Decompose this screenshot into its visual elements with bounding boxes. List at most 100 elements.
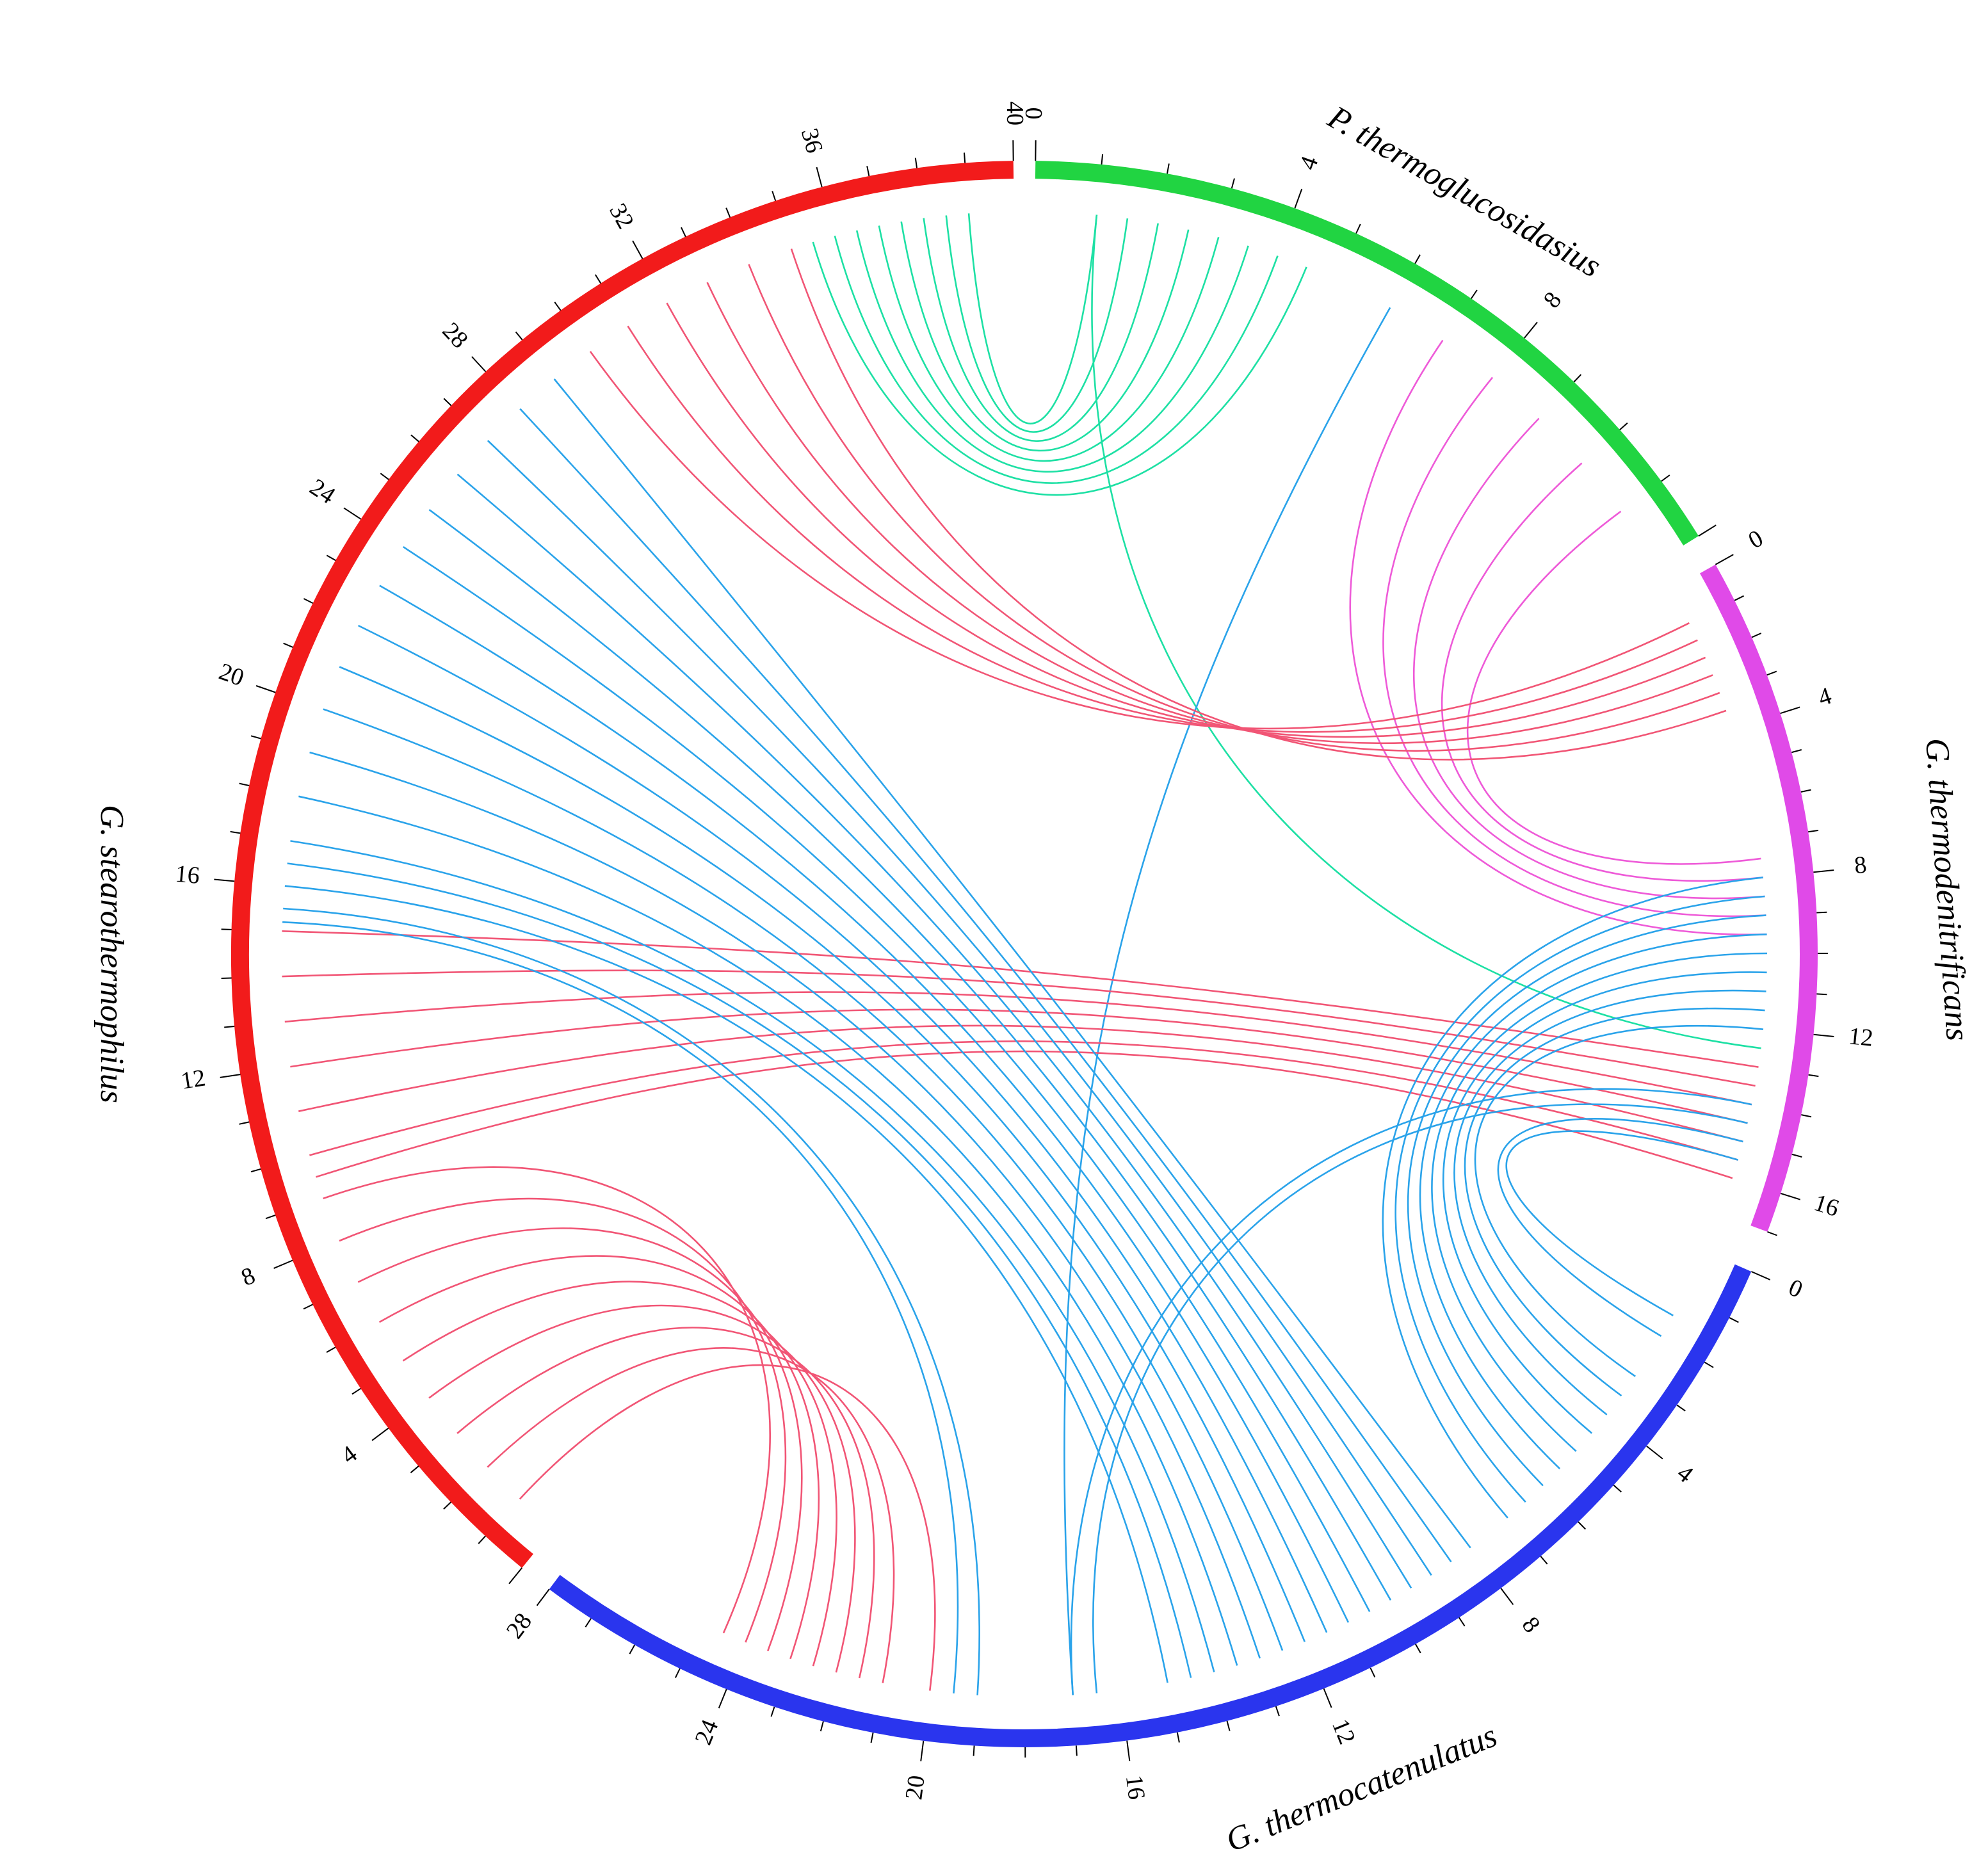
synteny-link bbox=[339, 1198, 787, 1643]
major-tick bbox=[1524, 321, 1538, 339]
major-tick bbox=[1646, 1445, 1663, 1460]
minor-tick bbox=[1808, 829, 1819, 833]
synteny-link bbox=[403, 546, 1371, 1612]
synteny-link bbox=[1497, 1118, 1743, 1338]
major-tick bbox=[1780, 1192, 1801, 1200]
tick-label: 12 bbox=[1848, 1022, 1875, 1052]
minor-tick bbox=[303, 598, 314, 604]
minor-tick bbox=[866, 166, 870, 177]
minor-tick bbox=[410, 434, 419, 442]
minor-tick bbox=[1734, 595, 1744, 601]
tick-label: 0 bbox=[1784, 1274, 1806, 1304]
synteny-link bbox=[1412, 417, 1765, 900]
tick-label: 28 bbox=[437, 318, 473, 353]
major-tick bbox=[471, 356, 487, 373]
minor-tick bbox=[1075, 1745, 1078, 1756]
genome-arcs bbox=[230, 161, 1818, 1747]
synteny-link bbox=[290, 1008, 1748, 1124]
minor-tick bbox=[629, 1644, 636, 1654]
tick-label: 16 bbox=[1811, 1189, 1842, 1222]
minor-tick bbox=[1767, 1231, 1777, 1236]
tick-label: 16 bbox=[174, 861, 201, 889]
synteny-link bbox=[1466, 510, 1761, 865]
synteny-link bbox=[282, 969, 1756, 1087]
genome-arc-pthermo bbox=[1035, 161, 1699, 546]
synteny-link bbox=[706, 282, 1713, 744]
minor-tick bbox=[1167, 163, 1170, 174]
synteny-link bbox=[790, 248, 1727, 761]
synteny-link bbox=[428, 509, 1392, 1601]
synteny-link bbox=[282, 930, 1759, 1068]
synteny-link bbox=[1474, 1024, 1764, 1377]
minor-tick bbox=[1791, 749, 1802, 754]
synteny-link bbox=[967, 213, 1098, 424]
tick-label: 36 bbox=[796, 125, 828, 156]
synteny-link bbox=[287, 862, 1192, 1678]
major-tick bbox=[1750, 1271, 1771, 1281]
minor-tick bbox=[352, 1387, 361, 1395]
synteny-link bbox=[457, 473, 1412, 1588]
minor-tick bbox=[1459, 1617, 1466, 1627]
major-tick bbox=[371, 1427, 389, 1441]
tick-label: 32 bbox=[604, 199, 639, 234]
synteny-link bbox=[1070, 1088, 1752, 1695]
tick-label: 16 bbox=[1120, 1774, 1151, 1801]
synteny-link bbox=[589, 351, 1690, 730]
minor-tick bbox=[221, 977, 232, 979]
synteny-link bbox=[283, 907, 980, 1695]
genome-label-gthermod: G. thermodenitrificans bbox=[1918, 737, 1976, 1042]
minor-tick bbox=[1676, 1404, 1686, 1412]
minor-tick bbox=[1231, 178, 1235, 189]
synteny-link bbox=[1453, 989, 1766, 1416]
genome-arc-gthermoc bbox=[549, 1264, 1752, 1747]
synteny-link bbox=[855, 230, 1249, 473]
minor-tick bbox=[675, 1668, 681, 1678]
major-tick bbox=[1780, 706, 1800, 715]
synteny-link bbox=[1442, 971, 1767, 1434]
minor-tick bbox=[1729, 1317, 1739, 1323]
synteny-link bbox=[1063, 307, 1391, 1695]
synteny-link bbox=[378, 1255, 820, 1660]
minor-tick bbox=[1766, 670, 1777, 676]
tick-label: 8 bbox=[1517, 1612, 1546, 1638]
synteny-link bbox=[748, 264, 1720, 752]
tick-label: 4 bbox=[1672, 1460, 1698, 1489]
tick-label: 12 bbox=[1327, 1715, 1361, 1748]
major-tick bbox=[718, 1688, 727, 1709]
minor-tick bbox=[1808, 1074, 1819, 1078]
synteny-link bbox=[339, 666, 1306, 1642]
synteny-link bbox=[553, 378, 1471, 1549]
tick-label: 12 bbox=[179, 1064, 207, 1094]
synteny-link bbox=[1092, 1103, 1748, 1693]
major-tick bbox=[1698, 524, 1717, 537]
minor-tick bbox=[443, 1501, 451, 1510]
minor-tick bbox=[1101, 154, 1104, 165]
minor-tick bbox=[585, 1618, 592, 1628]
minor-tick bbox=[250, 1168, 261, 1173]
minor-tick bbox=[772, 191, 777, 201]
tick-label: 8 bbox=[1539, 287, 1567, 313]
major-tick bbox=[1500, 1588, 1514, 1605]
synteny-links bbox=[282, 213, 1768, 1695]
major-tick bbox=[273, 1259, 293, 1269]
minor-tick bbox=[1415, 1644, 1421, 1654]
tick-label: 20 bbox=[900, 1774, 930, 1801]
minor-tick bbox=[478, 1535, 486, 1544]
tick-label: 8 bbox=[1853, 851, 1868, 879]
major-tick bbox=[508, 1567, 522, 1585]
synteny-link bbox=[323, 708, 1284, 1651]
synteny-link bbox=[284, 885, 1168, 1683]
major-tick bbox=[1715, 554, 1734, 565]
minor-tick bbox=[1226, 1720, 1231, 1731]
tick-label: 28 bbox=[501, 1608, 537, 1644]
genome-label-gstearo: G. stearothermophilus bbox=[93, 805, 130, 1103]
genome-label-gthermoc: G. thermocatenulatus bbox=[1221, 1717, 1502, 1851]
synteny-link bbox=[309, 1040, 1738, 1161]
minor-tick bbox=[1275, 1706, 1280, 1717]
tick-label: 0 bbox=[1021, 107, 1047, 120]
synteny-link bbox=[519, 408, 1452, 1563]
minor-tick bbox=[870, 1733, 874, 1743]
synteny-link bbox=[323, 1166, 771, 1634]
